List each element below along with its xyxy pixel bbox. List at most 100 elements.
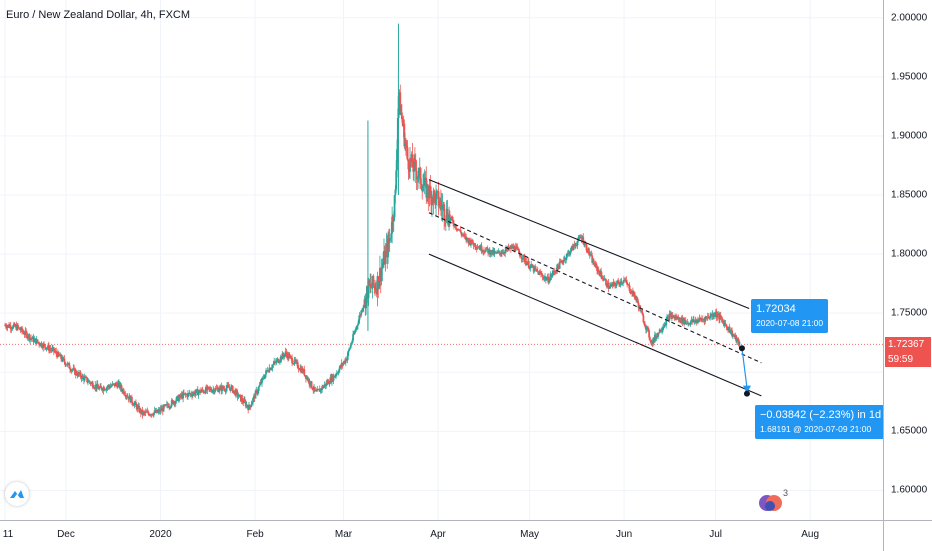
- candle-body: [208, 387, 211, 389]
- candle-body: [9, 325, 12, 330]
- candle-body: [409, 158, 411, 172]
- candle-body: [609, 285, 611, 289]
- candle-body: [252, 398, 254, 403]
- candle-body: [33, 339, 36, 342]
- candle-body: [558, 261, 561, 269]
- candle-body: [335, 374, 337, 376]
- chart-area[interactable]: Euro / New Zealand Dollar, 4h, FXCM 1.72…: [0, 0, 887, 520]
- ideas-avatars-icon[interactable]: [758, 491, 786, 520]
- candle-body: [544, 276, 547, 281]
- candle-body: [645, 326, 648, 330]
- candle-body: [374, 285, 376, 290]
- candle-body: [484, 249, 487, 253]
- candle-body: [292, 363, 295, 365]
- candle-body: [64, 362, 67, 366]
- candle-body: [310, 381, 313, 388]
- candle-body: [381, 265, 384, 269]
- candle-body: [241, 397, 244, 402]
- candle-body: [605, 279, 607, 286]
- candle-body: [394, 189, 397, 196]
- candle-body: [174, 400, 177, 404]
- candle-body: [167, 405, 170, 408]
- candle-body: [209, 388, 212, 391]
- candle-body: [556, 264, 559, 272]
- candle-body: [259, 382, 262, 385]
- candle-body: [156, 409, 158, 413]
- candle-body: [362, 305, 365, 309]
- candle-body: [254, 391, 257, 399]
- candle-body: [616, 280, 619, 284]
- candle-body: [720, 317, 723, 319]
- candle-body: [211, 390, 214, 393]
- candle-body: [652, 338, 655, 345]
- candle-body: [21, 331, 24, 333]
- time-axis[interactable]: 11 Dec 2020 Feb Mar Apr May Jun Jul Aug: [0, 520, 883, 551]
- candle-body: [584, 243, 587, 245]
- candle-body: [466, 237, 469, 240]
- candle-body: [60, 354, 63, 360]
- candle-body: [684, 320, 687, 323]
- candle-body: [692, 319, 695, 322]
- candle-body: [722, 320, 725, 322]
- candle-body: [313, 386, 316, 391]
- y-tick-label: 1.90000: [891, 130, 928, 142]
- candle-body: [12, 325, 15, 329]
- candle-body: [441, 205, 444, 210]
- candle-body: [427, 184, 429, 195]
- candle-body: [348, 349, 350, 352]
- candle-body: [659, 329, 662, 332]
- candle-body: [498, 250, 501, 253]
- candle-body: [82, 375, 84, 377]
- candle-body: [6, 326, 9, 329]
- candle-body: [576, 241, 579, 246]
- ideas-count: 3: [783, 488, 789, 498]
- candle-body: [52, 347, 55, 352]
- candle-body: [120, 384, 123, 389]
- candle-body: [529, 265, 532, 269]
- candle-body: [271, 365, 274, 368]
- candle-body: [592, 260, 595, 265]
- candle-body: [281, 353, 284, 360]
- candle-body: [415, 170, 418, 180]
- candle-body: [270, 367, 273, 369]
- candle-body: [612, 282, 615, 286]
- candle-body: [732, 334, 735, 336]
- candle-body: [225, 388, 228, 392]
- candle-body: [109, 386, 112, 388]
- y-tick-label: 1.80000: [891, 248, 928, 260]
- price-axis[interactable]: 1.60000 1.65000 1.75000 1.80000 1.85000 1.900…: [883, 0, 932, 520]
- candle-body: [569, 252, 572, 255]
- candle-body: [21, 327, 23, 332]
- candle-body: [194, 392, 197, 395]
- candle-body: [403, 123, 406, 147]
- candle-body: [372, 276, 375, 286]
- candle-body: [738, 341, 741, 346]
- candle-body: [514, 246, 517, 251]
- candle-body: [595, 263, 598, 266]
- candle-body: [417, 176, 420, 178]
- candle-body: [591, 255, 594, 263]
- candle-body: [266, 370, 269, 372]
- candle-body: [30, 337, 32, 339]
- candle-body: [156, 411, 159, 413]
- candle-body: [87, 381, 89, 383]
- candle-body: [448, 214, 451, 222]
- candle-body: [311, 387, 314, 390]
- candle-body: [660, 330, 663, 332]
- candle-body: [251, 402, 254, 405]
- price-chart-svg[interactable]: [0, 0, 883, 520]
- candle-body: [248, 405, 250, 411]
- x-tick-label: 2020: [149, 529, 172, 540]
- candle-body: [83, 377, 86, 381]
- candle-body: [25, 330, 28, 333]
- tradingview-logo-icon[interactable]: [5, 482, 29, 506]
- candle-body: [387, 238, 389, 258]
- candle-body: [543, 277, 546, 279]
- candle-body: [488, 249, 491, 255]
- candle-body: [183, 392, 185, 395]
- candle-body: [277, 358, 280, 363]
- candle-body: [365, 293, 367, 309]
- candle-body: [346, 356, 349, 361]
- candles: [4, 23, 741, 419]
- candle-body: [244, 399, 246, 402]
